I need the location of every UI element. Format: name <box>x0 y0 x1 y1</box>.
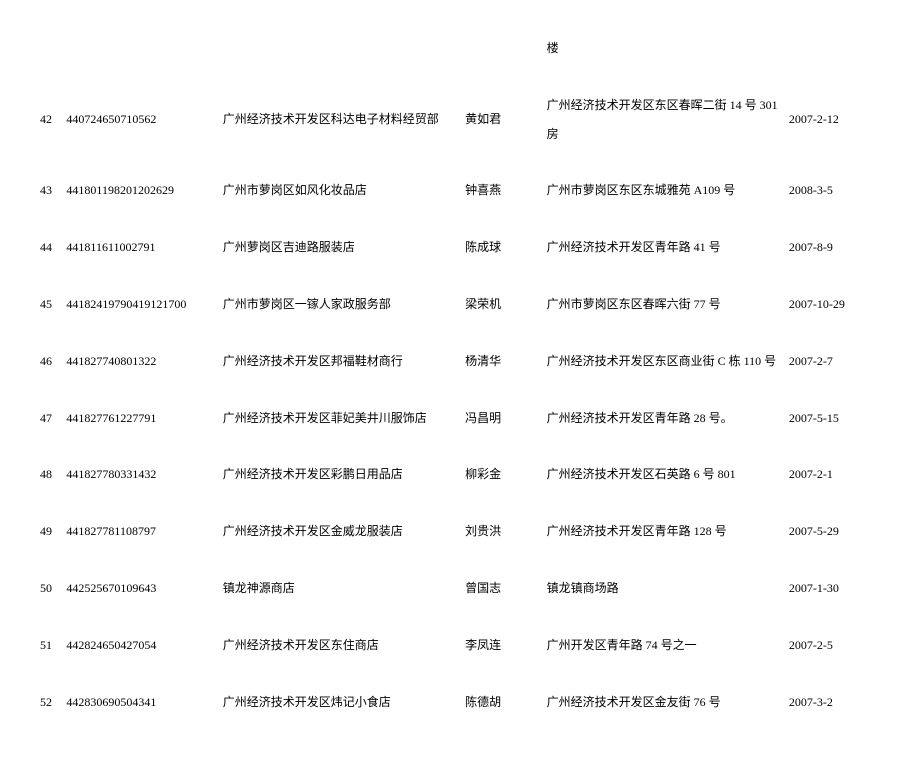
cell-address: 广州经济技术开发区青年路 128 号 <box>543 503 785 560</box>
cell-owner: 梁荣机 <box>461 276 542 333</box>
cell-business-name: 广州经济技术开发区菲妃美井川服饰店 <box>219 390 461 447</box>
cell-code: 441824197904191217​00 <box>62 276 218 333</box>
cell-code: 441827740801322 <box>62 333 218 390</box>
cell-date: 2007-2-7 <box>785 333 884 390</box>
cell-owner: 曾国志 <box>461 560 542 617</box>
cell-address: 广州经济技术开发区东区商业街 C 栋 110 号 <box>543 333 785 390</box>
cell-code: 441811611002791 <box>62 219 218 276</box>
cell-date: 2007-5-15 <box>785 390 884 447</box>
table-row: 44441811611002791广州萝岗区吉迪路服装店陈成球广州经济技术开发区… <box>36 219 884 276</box>
cell-business-name: 镇龙神源商店 <box>219 560 461 617</box>
cell-code: 440724650710562 <box>62 77 218 163</box>
cell-owner: 冯昌明 <box>461 390 542 447</box>
cell-owner: 柳彩金 <box>461 446 542 503</box>
cell-date: 2007-3-2 <box>785 674 884 731</box>
cell-addr-tail: 楼 <box>543 20 785 77</box>
document-page: 楼42440724650710562广州经济技术开发区科达电子材料经贸部黄如君广… <box>0 0 920 770</box>
cell-business-name: 广州经济技术开发区彩鹏日用品店 <box>219 446 461 503</box>
cell-address: 广州市萝岗区东区东城雅苑 A109 号 <box>543 162 785 219</box>
cell-business-name: 广州市萝岗区如风化妆品店 <box>219 162 461 219</box>
table-row: 51442824650427054广州经济技术开发区东住商店李凤连广州开发区青年… <box>36 617 884 674</box>
table-row-continuation: 楼 <box>36 20 884 77</box>
table-row: 43441801198201202629广州市萝岗区如风化妆品店钟喜燕广州市萝岗… <box>36 162 884 219</box>
cell-index: 49 <box>36 503 62 560</box>
cell-business-name: 广州经济技术开发区东住商店 <box>219 617 461 674</box>
cell-date: 2007-1-30 <box>785 560 884 617</box>
cell-owner: 杨清华 <box>461 333 542 390</box>
cell-code: 441827780331432 <box>62 446 218 503</box>
business-registry-table: 楼42440724650710562广州经济技术开发区科达电子材料经贸部黄如君广… <box>36 20 884 730</box>
cell-business-name: 广州萝岗区吉迪路服装店 <box>219 219 461 276</box>
cell-code: 441827761227791 <box>62 390 218 447</box>
table-row: 45441824197904191217​00广州市萝岗区一镓人家政服务部梁荣机… <box>36 276 884 333</box>
cell-business-name: 广州经济技术开发区金威龙服装店 <box>219 503 461 560</box>
cell-owner: 陈成球 <box>461 219 542 276</box>
cell-index: 43 <box>36 162 62 219</box>
cell-code: 442830690504341 <box>62 674 218 731</box>
cell-date: 2008-3-5 <box>785 162 884 219</box>
cell-address: 广州经济技术开发区石英路 6 号 801 <box>543 446 785 503</box>
cell-date: 2007-8-9 <box>785 219 884 276</box>
cell-business-name: 广州经济技术开发区炜记小食店 <box>219 674 461 731</box>
cell-index: 42 <box>36 77 62 163</box>
table-row: 52442830690504341广州经济技术开发区炜记小食店陈德胡广州经济技术… <box>36 674 884 731</box>
cell-owner: 黄如君 <box>461 77 542 163</box>
cell-index: 50 <box>36 560 62 617</box>
cell-address: 广州开发区青年路 74 号之一 <box>543 617 785 674</box>
table-row: 49441827781108797广州经济技术开发区金威龙服装店刘贵洪广州经济技… <box>36 503 884 560</box>
cell-address: 镇龙镇商场路 <box>543 560 785 617</box>
cell-code: 441801198201202629 <box>62 162 218 219</box>
cell-index: 46 <box>36 333 62 390</box>
table-row: 42440724650710562广州经济技术开发区科达电子材料经贸部黄如君广州… <box>36 77 884 163</box>
cell-index: 52 <box>36 674 62 731</box>
cell-code: 441827781108797 <box>62 503 218 560</box>
cell-date: 2007-10-29 <box>785 276 884 333</box>
cell-index: 48 <box>36 446 62 503</box>
cell-date: 2007-2-1 <box>785 446 884 503</box>
cell-index: 51 <box>36 617 62 674</box>
cell-owner: 刘贵洪 <box>461 503 542 560</box>
cell-business-name: 广州经济技术开发区科达电子材料经贸部 <box>219 77 461 163</box>
cell-owner: 钟喜燕 <box>461 162 542 219</box>
cell-index: 44 <box>36 219 62 276</box>
table-row: 46441827740801322广州经济技术开发区邦福鞋材商行杨清华广州经济技… <box>36 333 884 390</box>
cell-date: 2007-5-29 <box>785 503 884 560</box>
cell-owner: 李凤连 <box>461 617 542 674</box>
cell-address: 广州经济技术开发区金友街 76 号 <box>543 674 785 731</box>
cell-date: 2007-2-5 <box>785 617 884 674</box>
table-row: 48441827780331432广州经济技术开发区彩鹏日用品店柳彩金广州经济技… <box>36 446 884 503</box>
cell-business-name: 广州经济技术开发区邦福鞋材商行 <box>219 333 461 390</box>
cell-index: 45 <box>36 276 62 333</box>
cell-date: 2007-2-12 <box>785 77 884 163</box>
cell-index: 47 <box>36 390 62 447</box>
cell-code: 442525670109643 <box>62 560 218 617</box>
table-row: 50442525670109643镇龙神源商店曾国志镇龙镇商场路2007-1-3… <box>36 560 884 617</box>
cell-business-name: 广州市萝岗区一镓人家政服务部 <box>219 276 461 333</box>
cell-address: 广州经济技术开发区青年路 41 号 <box>543 219 785 276</box>
cell-address: 广州经济技术开发区青年路 28 号。 <box>543 390 785 447</box>
cell-address: 广州经济技术开发区东区春晖二街 14 号 301 房 <box>543 77 785 163</box>
cell-address: 广州市萝岗区东区春晖六街 77 号 <box>543 276 785 333</box>
cell-owner: 陈德胡 <box>461 674 542 731</box>
table-row: 47441827761227791广州经济技术开发区菲妃美井川服饰店冯昌明广州经… <box>36 390 884 447</box>
cell-code: 442824650427054 <box>62 617 218 674</box>
